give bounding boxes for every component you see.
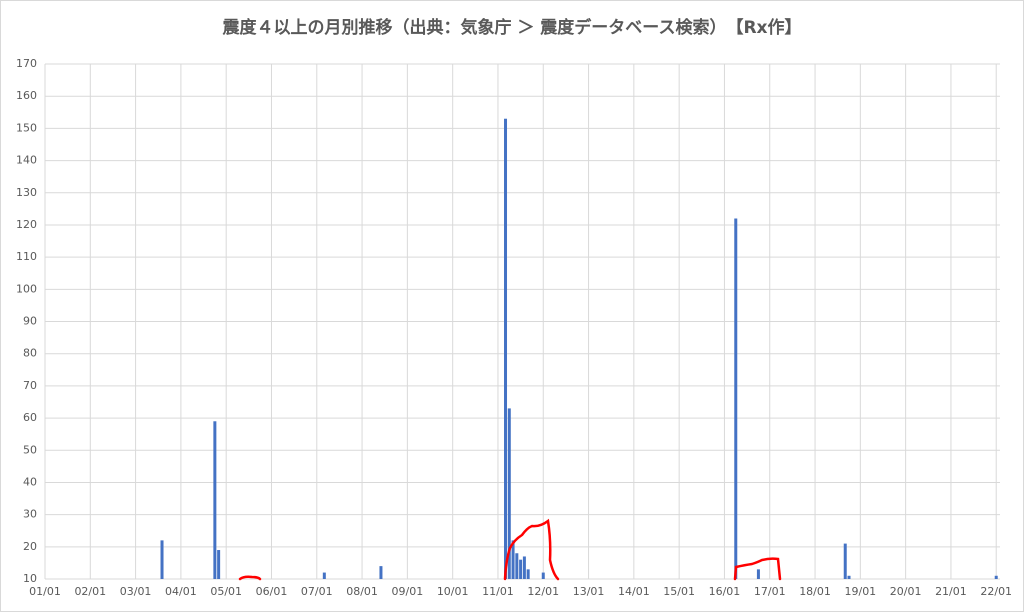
bar	[213, 421, 217, 579]
bar	[519, 559, 523, 579]
annotation-curve	[503, 518, 560, 581]
bar	[843, 543, 847, 579]
x-tick-label: 13/01	[573, 585, 605, 598]
x-tick-label: 04/01	[165, 585, 197, 598]
bar	[847, 575, 851, 579]
y-tick-label: 120	[16, 218, 37, 231]
bar	[507, 408, 511, 579]
annotation-curve	[733, 557, 782, 581]
annotation-curve	[238, 575, 262, 581]
y-tick-label: 70	[23, 379, 37, 392]
annotations	[238, 518, 782, 581]
y-tick-label: 130	[16, 186, 37, 199]
bar	[734, 218, 738, 579]
y-tick-label: 160	[16, 89, 37, 102]
y-tick-label: 80	[23, 347, 37, 360]
bar	[994, 575, 998, 579]
x-tick-label: 14/01	[618, 585, 650, 598]
y-tick-label: 100	[16, 282, 37, 295]
bar	[504, 118, 508, 579]
y-tick-label: 20	[23, 540, 37, 553]
bar	[511, 540, 515, 579]
x-tick-label: 12/01	[527, 585, 559, 598]
x-tick-label: 16/01	[709, 585, 741, 598]
x-tick-label: 09/01	[392, 585, 424, 598]
bar	[217, 550, 221, 579]
x-tick-label: 20/01	[890, 585, 922, 598]
x-tick-label: 10/01	[437, 585, 469, 598]
bar	[515, 553, 519, 579]
x-tick-label: 08/01	[346, 585, 378, 598]
x-tick-label: 06/01	[256, 585, 288, 598]
plot-area: 10 20 30 40 50 60 70 80 90 100 110 120 130 140 150 160 1…	[16, 57, 1012, 598]
bar	[526, 569, 530, 579]
y-tick-label: 50	[23, 443, 37, 456]
x-tick-label: 03/01	[120, 585, 152, 598]
x-tick-label: 17/01	[754, 585, 786, 598]
x-tick-label: 21/01	[935, 585, 967, 598]
x-tick-label: 01/01	[29, 585, 61, 598]
x-tick-label: 15/01	[663, 585, 695, 598]
y-tick-label: 110	[16, 250, 37, 263]
bar	[322, 572, 326, 579]
y-tick-label: 30	[23, 508, 37, 521]
y-tick-label: 60	[23, 411, 37, 424]
chart-title: 震度４以上の月別推移（出典：気象庁 ＞ 震度データベース検索） 【Rx作】	[221, 17, 801, 38]
x-tick-label: 05/01	[210, 585, 242, 598]
y-tick-label: 10	[23, 572, 37, 585]
y-tick-label: 90	[23, 315, 37, 328]
x-tick-label: 22/01	[980, 585, 1012, 598]
x-tick-label: 18/01	[799, 585, 831, 598]
bar	[522, 556, 526, 579]
x-tick-label: 11/01	[482, 585, 514, 598]
bar	[756, 569, 760, 579]
bar	[379, 566, 383, 579]
x-tick-label: 19/01	[844, 585, 876, 598]
y-tick-label: 40	[23, 475, 37, 488]
x-tick-label: 02/01	[74, 585, 106, 598]
y-tick-label: 170	[16, 57, 37, 70]
y-tick-label: 150	[16, 121, 37, 134]
y-tick-label: 140	[16, 154, 37, 167]
x-tick-label: 07/01	[301, 585, 333, 598]
bar	[160, 540, 164, 579]
bar	[541, 572, 545, 579]
